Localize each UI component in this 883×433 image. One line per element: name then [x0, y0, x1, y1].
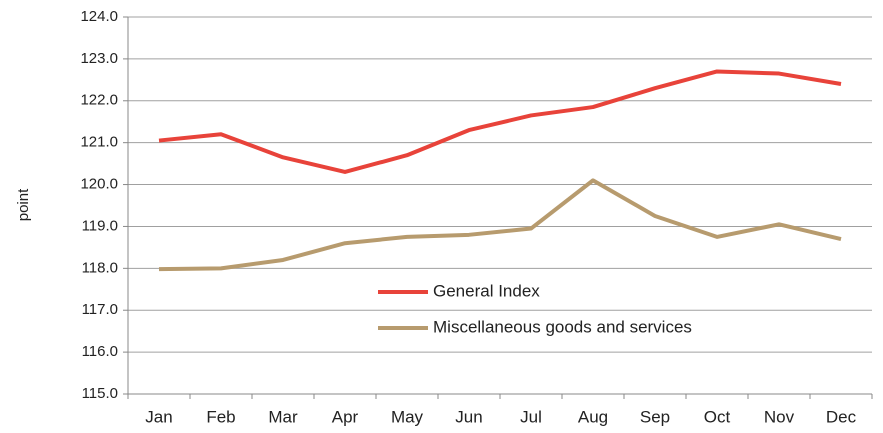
x-tick-label: Apr	[332, 407, 359, 426]
x-tick-label: Feb	[206, 407, 235, 426]
legend-label: Miscellaneous goods and services	[433, 317, 692, 336]
y-tick-label: 117.0	[82, 301, 118, 318]
y-tick-label: 119.0	[82, 217, 118, 234]
y-tick-label: 116.0	[82, 343, 118, 360]
x-tick-label: Jun	[455, 407, 482, 426]
legend-label: General Index	[433, 281, 540, 300]
y-tick-label: 122.0	[80, 92, 118, 109]
x-tick-label: Mar	[268, 407, 298, 426]
x-tick-label: Jan	[145, 407, 172, 426]
x-tick-label: Jul	[520, 407, 542, 426]
y-tick-label: 121.0	[80, 134, 118, 151]
y-tick-label: 115.0	[82, 385, 118, 402]
x-tick-label: Sep	[640, 407, 670, 426]
x-tick-label: May	[391, 407, 424, 426]
y-tick-label: 123.0	[80, 50, 118, 67]
x-tick-label: Oct	[704, 407, 731, 426]
y-tick-label: 120.0	[80, 176, 118, 193]
x-tick-label: Dec	[826, 407, 857, 426]
y-tick-label: 118.0	[82, 259, 118, 276]
x-tick-label: Aug	[578, 407, 608, 426]
y-tick-label: 124.0	[80, 8, 118, 25]
series-line	[158, 178, 842, 272]
series-line	[158, 69, 842, 174]
x-tick-label: Nov	[764, 407, 795, 426]
y-axis-label: point	[15, 188, 32, 221]
